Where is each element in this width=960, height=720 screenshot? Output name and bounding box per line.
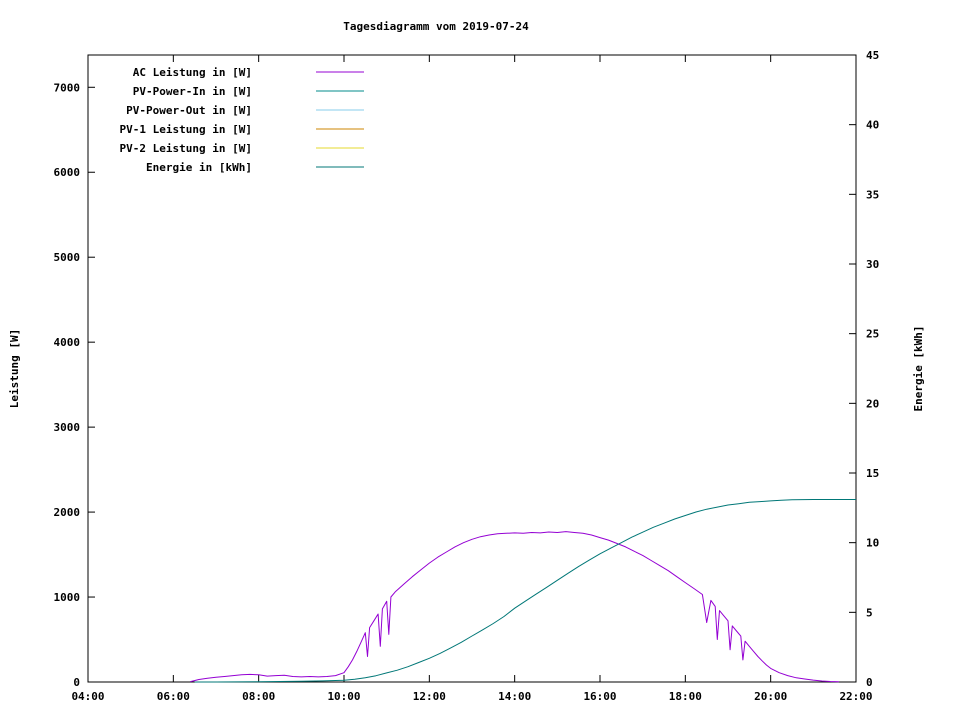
x-tick-label: 08:00 (242, 690, 275, 703)
y-right-tick-label: 20 (866, 397, 879, 410)
plot-border (87, 54, 857, 683)
legend-label: PV-Power-In in [W] (133, 85, 252, 98)
y-right-axis-label: Energie [kWh] (912, 325, 925, 411)
y-left-tick-label: 4000 (54, 336, 81, 349)
legend-label: PV-1 Leistung in [W] (120, 123, 252, 136)
y-right-tick-label: 40 (866, 119, 879, 132)
x-tick-label: 10:00 (327, 690, 360, 703)
x-tick-label: 18:00 (669, 690, 702, 703)
series-line-ac-leistung-in-w- (190, 531, 839, 683)
x-tick-label: 04:00 (71, 690, 104, 703)
y-right-tick-label: 15 (866, 467, 879, 480)
legend-label: PV-2 Leistung in [W] (120, 142, 252, 155)
y-left-tick-label: 3000 (54, 421, 81, 434)
x-tick-label: 12:00 (413, 690, 446, 703)
y-right-tick-label: 35 (866, 188, 879, 201)
y-left-tick-label: 1000 (54, 591, 81, 604)
y-right-tick-label: 25 (866, 328, 879, 341)
y-left-tick-label: 7000 (54, 81, 81, 94)
y-left-tick-label: 2000 (54, 506, 81, 519)
y-left-tick-label: 6000 (54, 166, 81, 179)
x-tick-label: 20:00 (754, 690, 787, 703)
chart-title: Tagesdiagramm vom 2019-07-24 (343, 20, 529, 33)
y-left-axis-label: Leistung [W] (8, 329, 21, 408)
y-right-tick-label: 10 (866, 537, 879, 550)
x-tick-label: 16:00 (583, 690, 616, 703)
x-tick-label: 06:00 (157, 690, 190, 703)
y-right-tick-label: 0 (866, 676, 873, 689)
legend-label: AC Leistung in [W] (133, 66, 252, 79)
legend-label: PV-Power-Out in [W] (126, 104, 252, 117)
y-left-tick-label: 0 (73, 676, 80, 689)
y-left-tick-label: 5000 (54, 251, 81, 264)
series-line-energie-in-kwh- (194, 499, 856, 683)
x-tick-label: 22:00 (839, 690, 872, 703)
y-right-tick-label: 30 (866, 258, 879, 271)
x-tick-label: 14:00 (498, 690, 531, 703)
y-right-tick-label: 45 (866, 49, 879, 62)
y-right-tick-label: 5 (866, 606, 873, 619)
legend-label: Energie in [kWh] (146, 161, 252, 174)
